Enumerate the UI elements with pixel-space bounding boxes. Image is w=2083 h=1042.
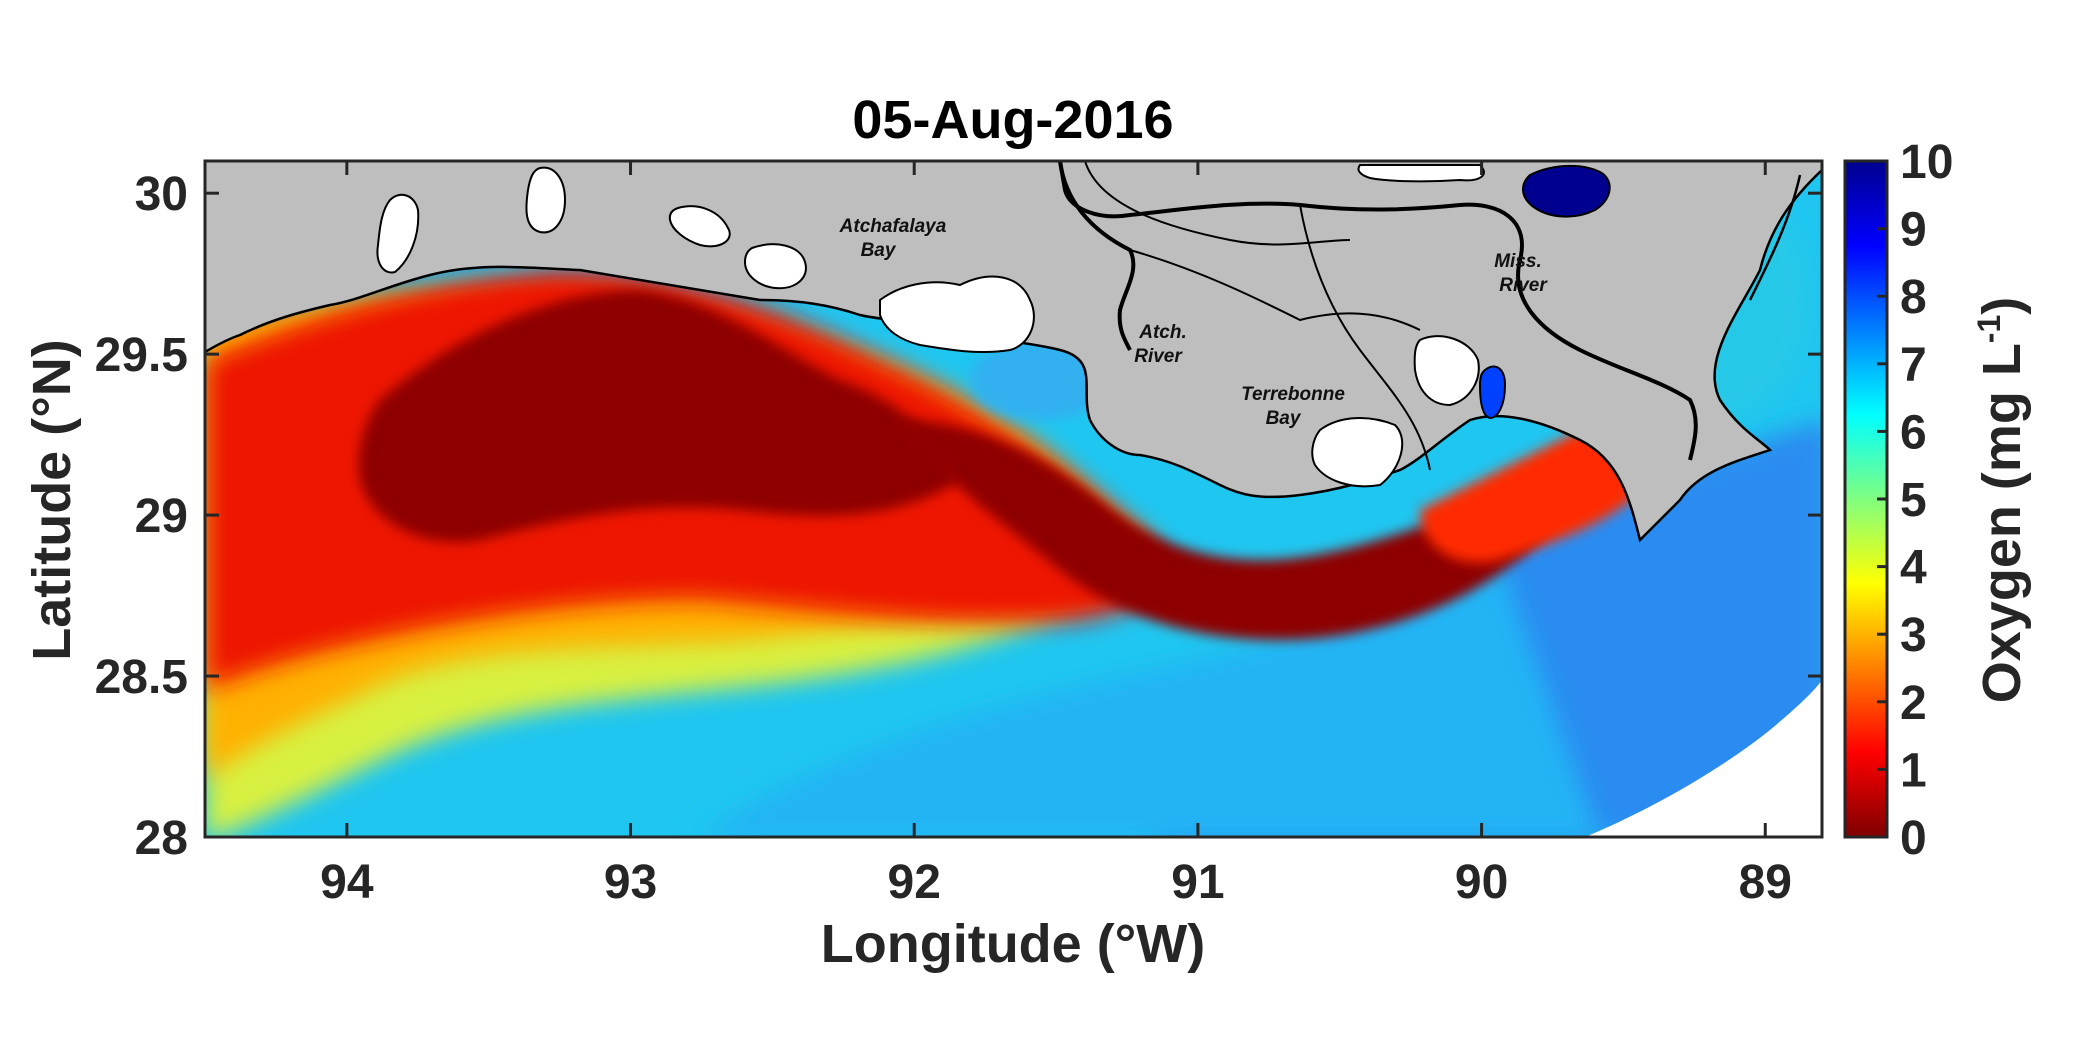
x-axis-ticks: 94 93 92 91 90 89 bbox=[320, 161, 1792, 909]
oxygen-field-eastern-mid bbox=[703, 560, 1599, 837]
out-of-domain-region bbox=[1585, 680, 1822, 837]
y-tick-label: 28 bbox=[135, 812, 188, 865]
lake-sabine bbox=[376, 193, 420, 274]
y-tick-label: 30 bbox=[135, 168, 188, 221]
label-atch-river: Atch. bbox=[1138, 322, 1187, 343]
land-mass bbox=[205, 161, 1822, 543]
x-tick-label: 91 bbox=[1171, 856, 1224, 909]
colorbar-label-main: Oxygen (mg L bbox=[1972, 343, 2032, 703]
atchafalaya-bay bbox=[879, 275, 1035, 354]
colorbar-tick-label: 6 bbox=[1900, 406, 1927, 459]
colorbar-tick-label: 4 bbox=[1900, 542, 1927, 595]
label-atchafalaya-bay-2: Bay bbox=[861, 240, 897, 261]
label-atch-river-2: River bbox=[1134, 346, 1183, 367]
intracoastal-waterway bbox=[1129, 249, 1421, 331]
plot-frame bbox=[203, 159, 1824, 839]
colorbar-tick-label: 1 bbox=[1900, 744, 1927, 797]
y-tick-label: 28.5 bbox=[95, 651, 188, 704]
colorbar-label-sup: -1 bbox=[1971, 315, 2007, 343]
colorbar-tick-label: 9 bbox=[1900, 204, 1927, 257]
x-tick-label: 90 bbox=[1455, 856, 1508, 909]
label-miss-river: Miss. bbox=[1494, 251, 1542, 272]
bayou-teche bbox=[1084, 161, 1351, 246]
atchafalaya-river bbox=[1058, 161, 1136, 351]
breton-sound-shore bbox=[1748, 174, 1802, 301]
y-tick-label: 29.5 bbox=[95, 329, 188, 382]
oxygen-field-coastal-red bbox=[1420, 418, 1653, 563]
y-axis-label: Latitude (°N) bbox=[22, 339, 82, 661]
terrebonne-marsh bbox=[1311, 417, 1404, 488]
figure-title: 05-Aug-2016 bbox=[852, 90, 1173, 150]
lake-calcasieu bbox=[525, 166, 567, 234]
x-tick-label: 94 bbox=[320, 856, 374, 909]
label-miss-river-2: River bbox=[1499, 275, 1548, 296]
y-tick-label: 29 bbox=[135, 490, 188, 543]
x-tick-label: 92 bbox=[888, 856, 941, 909]
map-plot-area: Atchafalaya Bay Atch. River Terrebonne B… bbox=[205, 161, 1822, 837]
colorbar-ticks: 0 1 2 3 4 5 6 7 8 9 10 bbox=[1877, 136, 1953, 865]
oxygen-field-anoxic-central bbox=[900, 420, 1606, 640]
lake-grand bbox=[743, 243, 807, 290]
x-tick-label: 93 bbox=[604, 856, 657, 909]
label-terrebonne-bay: Terrebonne bbox=[1241, 384, 1345, 405]
lake-borgne bbox=[1357, 164, 1485, 183]
barataria-marsh bbox=[1413, 335, 1480, 407]
mississippi-river bbox=[1058, 161, 1698, 461]
bayou-lafourche bbox=[1299, 204, 1431, 471]
lake-salvador bbox=[1478, 365, 1507, 420]
lake-white bbox=[668, 205, 731, 248]
x-tick-label: 89 bbox=[1739, 856, 1792, 909]
y-axis-ticks: 28 28.5 29 29.5 30 bbox=[95, 168, 1822, 865]
colorbar-label-end: ) bbox=[1972, 297, 2032, 315]
oxygen-field-atchafalaya-plume bbox=[970, 340, 1110, 420]
label-atchafalaya-bay: Atchafalaya bbox=[839, 216, 947, 237]
colorbar-tick-label: 2 bbox=[1900, 677, 1927, 730]
label-terrebonne-bay-2: Bay bbox=[1266, 408, 1302, 429]
oxygen-field-anoxic-west bbox=[358, 290, 960, 542]
x-axis-label: Longitude (°W) bbox=[821, 914, 1205, 974]
colorbar-tick-label: 10 bbox=[1900, 136, 1953, 189]
colorbar-tick-label: 8 bbox=[1900, 271, 1927, 324]
colorbar-tick-label: 0 bbox=[1900, 812, 1927, 865]
colorbar-label: Oxygen (mg L-1) bbox=[1971, 297, 2032, 703]
colorbar-tick-label: 7 bbox=[1900, 339, 1927, 392]
colorbar-tick-label: 5 bbox=[1900, 474, 1927, 527]
lake-pontchartrain bbox=[1522, 164, 1611, 218]
colorbar-tick-label: 3 bbox=[1900, 609, 1927, 662]
